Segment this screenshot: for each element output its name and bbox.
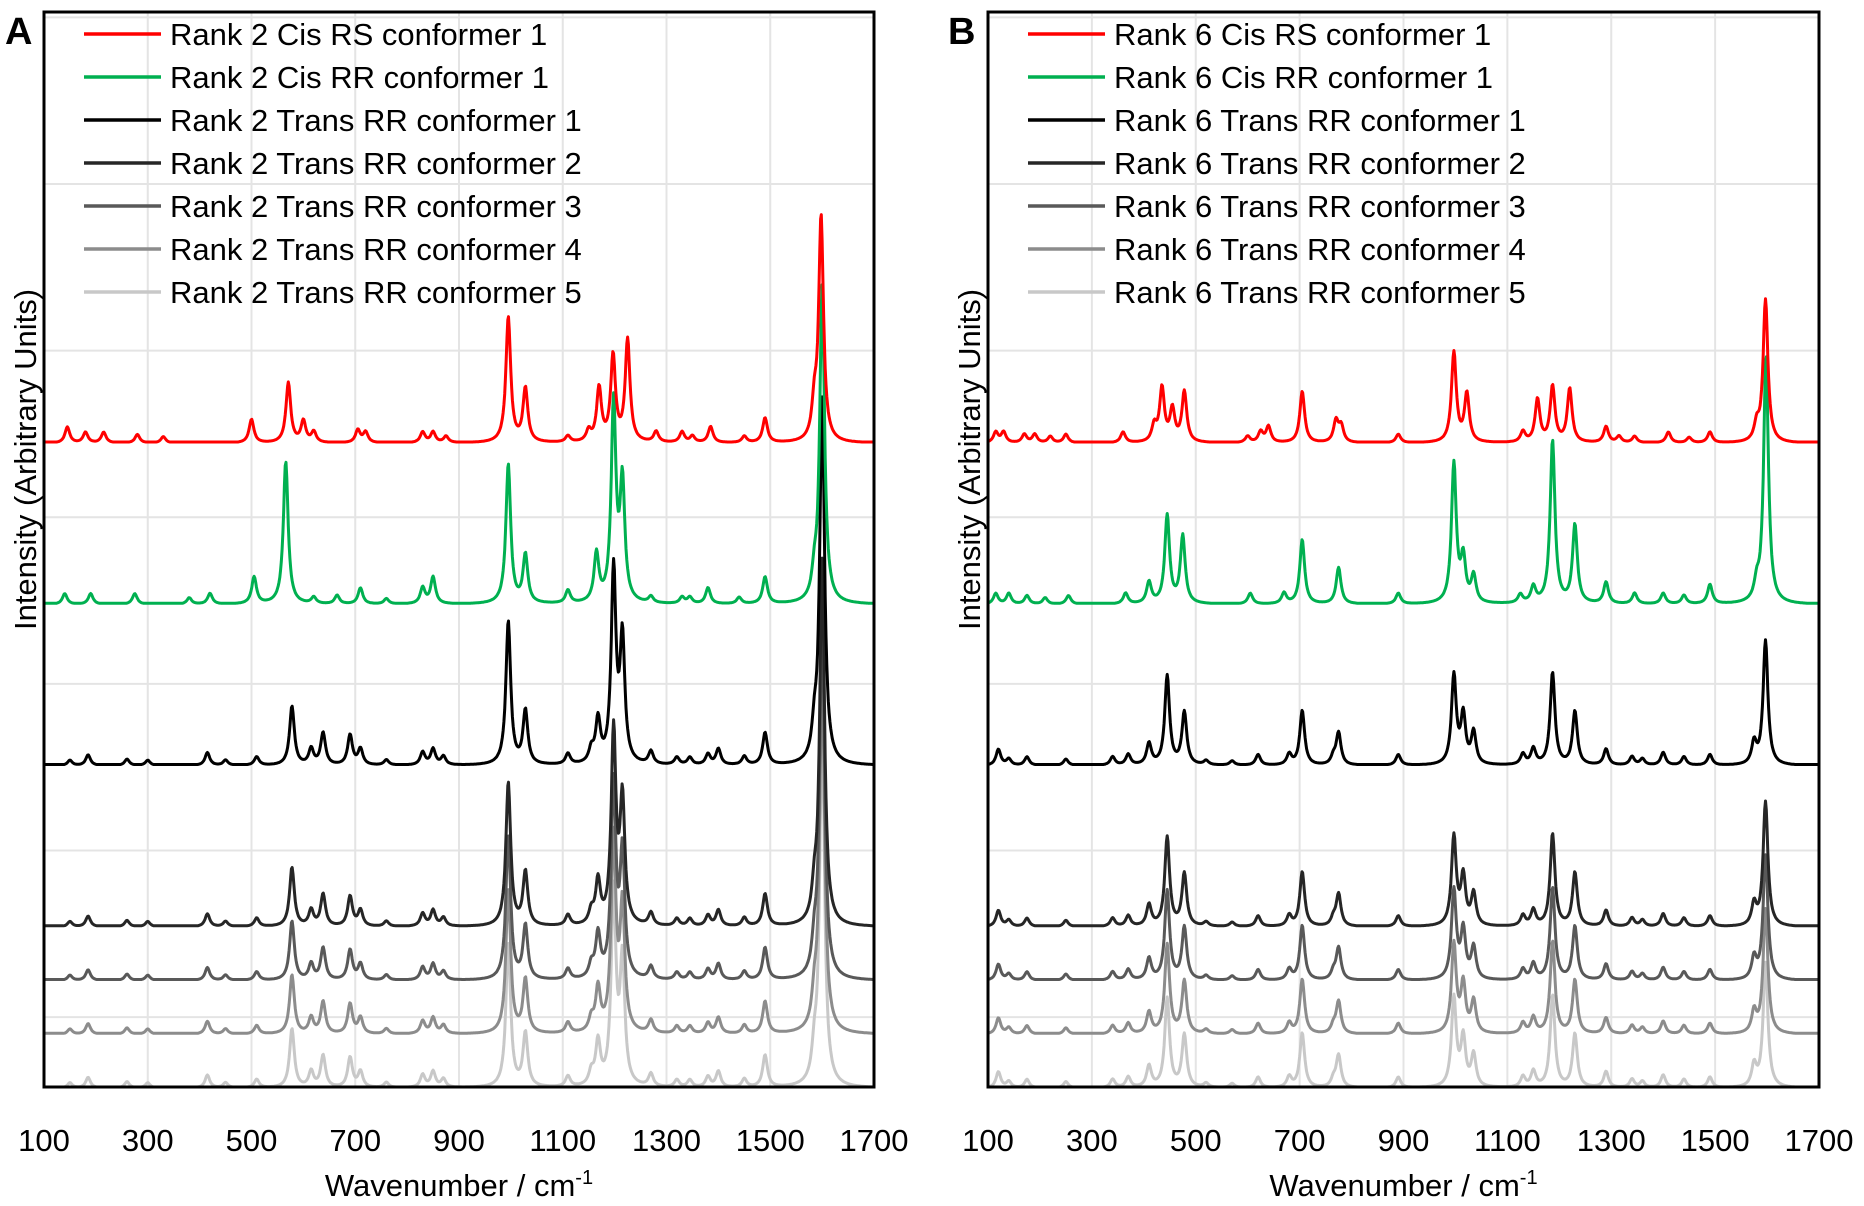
- chart-panel-a: Rank 2 Cis RS conformer 1 Rank 2 Cis RR c…: [5, 10, 909, 1203]
- x-axis-label-superscript: -1: [575, 1167, 593, 1189]
- legend-item[interactable]: Rank 2 Trans RR conformer 4: [84, 232, 582, 267]
- legend-label: Rank 2 Cis RS conformer 1: [170, 17, 547, 52]
- x-tick-label: 1500: [736, 1123, 805, 1158]
- legend-label: Rank 6 Trans RR conformer 2: [1114, 146, 1526, 181]
- legend-label: Rank 6 Trans RR conformer 4: [1114, 232, 1526, 267]
- spectrum-line-5: [43, 610, 875, 981]
- x-axis-label-text: Wavenumber / cm: [325, 1168, 575, 1203]
- x-tick-label: 100: [962, 1123, 1014, 1158]
- legend-label: Rank 2 Trans RR conformer 4: [170, 232, 582, 267]
- spectrum-line-6: [43, 664, 875, 1035]
- legend-item[interactable]: Rank 2 Cis RS conformer 1: [84, 17, 547, 52]
- legend-item[interactable]: Rank 6 Cis RR conformer 1: [1028, 60, 1493, 95]
- x-tick-label: 1300: [1577, 1123, 1646, 1158]
- legend-item[interactable]: Rank 2 Trans RR conformer 3: [84, 189, 582, 224]
- spectrum-line-6: [987, 907, 1820, 1035]
- y-axis-label: Intensity (Arbitrary Units): [952, 289, 987, 630]
- x-tick-label: 700: [329, 1123, 381, 1158]
- legend-label: Rank 6 Trans RR conformer 3: [1114, 189, 1526, 224]
- legend-item[interactable]: Rank 2 Trans RR conformer 1: [84, 103, 582, 138]
- plot-frame: [42, 10, 876, 1089]
- x-tick-label: 1300: [632, 1123, 701, 1158]
- x-tick-label: 100: [18, 1123, 70, 1158]
- legend-label: Rank 6 Trans RR conformer 5: [1114, 275, 1526, 310]
- legend-label: Rank 6 Trans RR conformer 1: [1114, 103, 1526, 138]
- x-axis-label-superscript: -1: [1520, 1167, 1538, 1189]
- x-tick-label: 500: [1170, 1123, 1222, 1158]
- legend-item[interactable]: Rank 2 Trans RR conformer 2: [84, 146, 582, 181]
- x-tick-label: 1500: [1681, 1123, 1750, 1158]
- spectrum-line-4: [987, 799, 1820, 928]
- legend-item[interactable]: Rank 2 Trans RR conformer 5: [84, 275, 582, 310]
- x-tick-label: 1100: [529, 1123, 596, 1158]
- legend-item[interactable]: Rank 6 Trans RR conformer 5: [1028, 275, 1526, 310]
- x-tick-label: 300: [122, 1123, 174, 1158]
- legend-item[interactable]: Rank 6 Cis RS conformer 1: [1028, 17, 1491, 52]
- panel-label: A: [5, 11, 32, 53]
- panel-label: B: [948, 11, 975, 53]
- legend-item[interactable]: Rank 6 Trans RR conformer 3: [1028, 189, 1526, 224]
- x-tick-label: 500: [226, 1123, 278, 1158]
- legend-label: Rank 2 Trans RR conformer 5: [170, 275, 582, 310]
- legend: Rank 6 Cis RS conformer 1 Rank 6 Cis RR c…: [1028, 17, 1526, 310]
- legend-label: Rank 2 Cis RR conformer 1: [170, 60, 549, 95]
- x-tick-label: 300: [1066, 1123, 1118, 1158]
- y-axis-label: Intensity (Arbitrary Units): [8, 289, 43, 630]
- plot-frame: [986, 10, 1821, 1089]
- x-tick-label: 900: [1378, 1123, 1430, 1158]
- x-tick-label: 1700: [1785, 1123, 1854, 1158]
- legend-label: Rank 2 Trans RR conformer 2: [170, 146, 582, 181]
- spectrum-line-3: [987, 638, 1820, 766]
- spectrum-line-1: [987, 297, 1820, 444]
- spectrum-line-1: [43, 213, 875, 444]
- spectrum-line-7: [987, 960, 1820, 1089]
- x-tick-label: 700: [1274, 1123, 1326, 1158]
- x-axis-label: Wavenumber / cm-1: [1269, 1167, 1537, 1203]
- legend: Rank 2 Cis RS conformer 1 Rank 2 Cis RR c…: [84, 17, 582, 310]
- legend-item[interactable]: Rank 6 Trans RR conformer 4: [1028, 232, 1526, 267]
- legend-item[interactable]: Rank 6 Trans RR conformer 1: [1028, 103, 1526, 138]
- legend-label: Rank 6 Cis RS conformer 1: [1114, 17, 1491, 52]
- spectrum-line-5: [987, 853, 1820, 981]
- legend-item[interactable]: Rank 6 Trans RR conformer 2: [1028, 146, 1526, 181]
- spectrum-line-4: [43, 556, 875, 928]
- x-axis-label-text: Wavenumber / cm: [1269, 1168, 1519, 1203]
- x-tick-label: 1700: [840, 1123, 909, 1158]
- legend-label: Rank 6 Cis RR conformer 1: [1114, 60, 1493, 95]
- x-tick-label: 900: [433, 1123, 485, 1158]
- chart-panel-b: Rank 6 Cis RS conformer 1 Rank 6 Cis RR c…: [948, 10, 1854, 1203]
- x-tick-label: 1100: [1474, 1123, 1541, 1158]
- x-axis-label: Wavenumber / cm-1: [325, 1167, 593, 1203]
- legend-item[interactable]: Rank 2 Cis RR conformer 1: [84, 60, 549, 95]
- legend-label: Rank 2 Trans RR conformer 3: [170, 189, 582, 224]
- spectrum-line-2: [987, 355, 1820, 605]
- legend-label: Rank 2 Trans RR conformer 1: [170, 103, 582, 138]
- spectrum-line-2: [43, 283, 875, 605]
- spectrum-line-3: [43, 395, 875, 766]
